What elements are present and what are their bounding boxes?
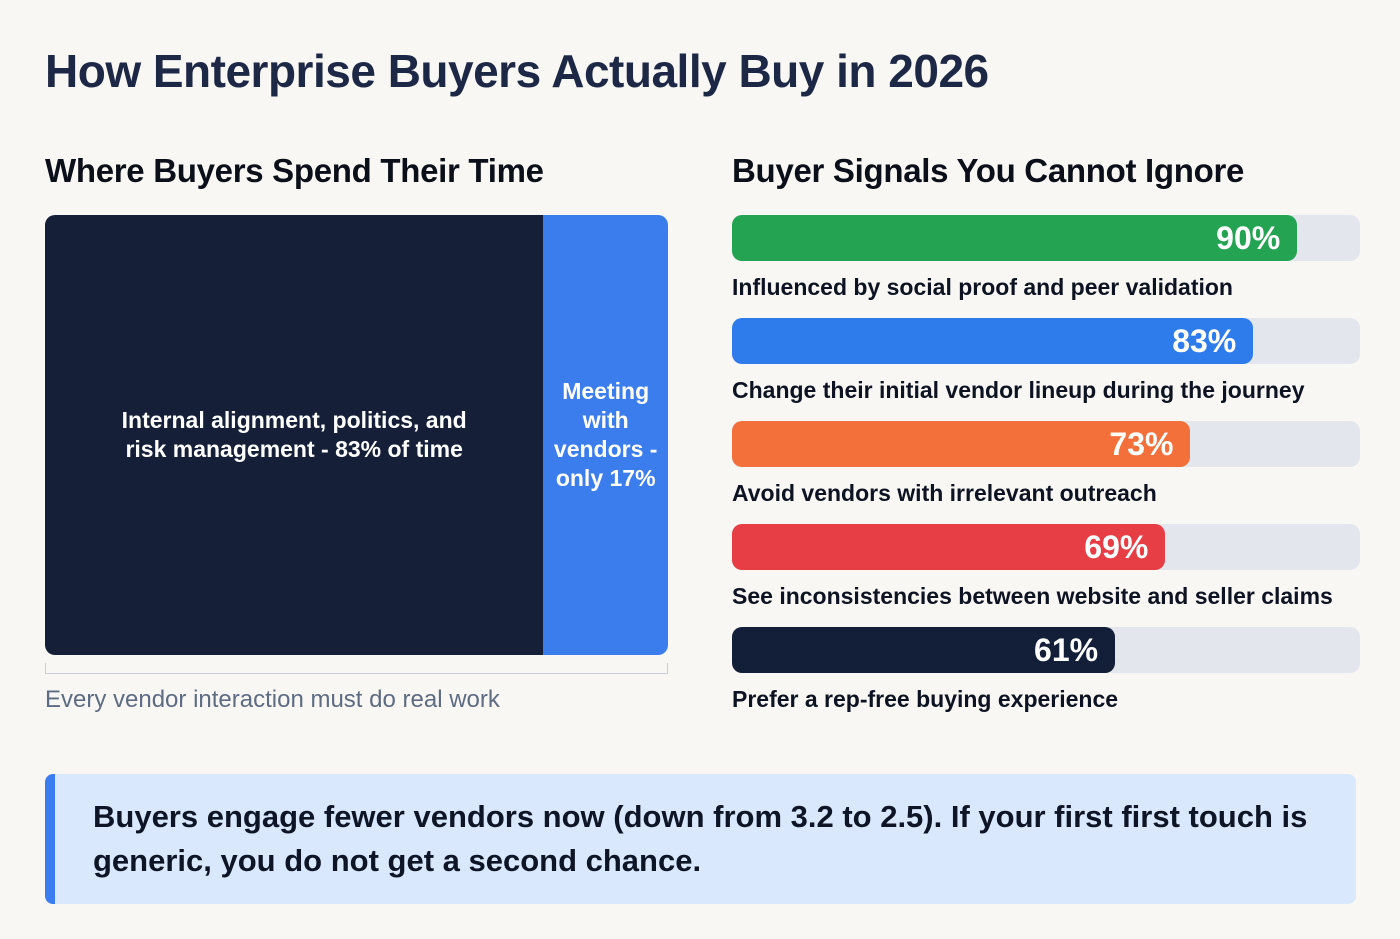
- signal-bar-value: 69%: [1084, 529, 1149, 565]
- signal-bar-track: 69%: [732, 524, 1360, 570]
- buyer-signals-section: Buyer Signals You Cannot Ignore 90% Influ…: [732, 152, 1360, 730]
- signal-bar-value: 73%: [1109, 426, 1174, 462]
- time-segment-vendors: Meeting with vendors - only 17%: [543, 215, 668, 655]
- time-segment-label: Internal alignment, politics, and risk m…: [121, 407, 467, 462]
- signal-bar-fill: 90%: [732, 215, 1298, 261]
- key-insight-text: Buyers engage fewer vendors now (down fr…: [93, 799, 1308, 878]
- axis-bracket: [45, 663, 668, 674]
- signal-bar-track: 83%: [732, 318, 1360, 364]
- chart-columns: Where Buyers Spend Their Time Internal a…: [45, 152, 1360, 730]
- signal-bar-fill: 61%: [732, 627, 1116, 673]
- signal-bar-fill: 83%: [732, 318, 1254, 364]
- stacked-bar-chart: Internal alignment, politics, and risk m…: [45, 215, 668, 655]
- time-spent-heading: Where Buyers Spend Their Time: [45, 152, 544, 189]
- signal-bar-fill: 69%: [732, 524, 1166, 570]
- signal-bar-label: Influenced by social proof and peer vali…: [732, 274, 1233, 300]
- signal-row: 61% Prefer a rep-free buying experience: [732, 627, 1360, 714]
- signal-bar-fill: 73%: [732, 421, 1191, 467]
- chart-caption: Every vendor interaction must do real wo…: [45, 686, 500, 713]
- signal-bar-label: Avoid vendors with irrelevant outreach: [732, 480, 1157, 506]
- signal-row: 90% Influenced by social proof and peer v…: [732, 215, 1360, 302]
- key-insight-callout: Buyers engage fewer vendors now (down fr…: [45, 774, 1356, 904]
- time-spent-section: Where Buyers Spend Their Time Internal a…: [45, 152, 668, 713]
- signal-bar-value: 90%: [1216, 220, 1281, 256]
- signal-row: 73% Avoid vendors with irrelevant outreac…: [732, 421, 1360, 508]
- signal-row: 69% See inconsistencies between website a…: [732, 524, 1360, 611]
- infographic-page: How Enterprise Buyers Actually Buy in 20…: [45, 45, 1360, 904]
- signal-bar-track: 61%: [732, 627, 1360, 673]
- signal-bar-label: Prefer a rep-free buying experience: [732, 686, 1119, 712]
- page-title: How Enterprise Buyers Actually Buy in 20…: [45, 45, 989, 97]
- signal-bar-track: 73%: [732, 421, 1360, 467]
- signal-bar-track: 90%: [732, 215, 1360, 261]
- buyer-signals-heading: Buyer Signals You Cannot Ignore: [732, 152, 1245, 189]
- signal-bar-value: 83%: [1172, 323, 1237, 359]
- signal-bar-label: See inconsistencies between website and …: [732, 583, 1333, 609]
- signal-row: 83% Change their initial vendor lineup du…: [732, 318, 1360, 405]
- signal-bar-list: 90% Influenced by social proof and peer v…: [732, 215, 1360, 714]
- signal-bar-value: 61%: [1034, 632, 1099, 668]
- time-segment-label: Meeting with vendors - only 17%: [553, 378, 658, 491]
- time-segment-internal: Internal alignment, politics, and risk m…: [45, 215, 544, 655]
- signal-bar-label: Change their initial vendor lineup durin…: [732, 377, 1305, 403]
